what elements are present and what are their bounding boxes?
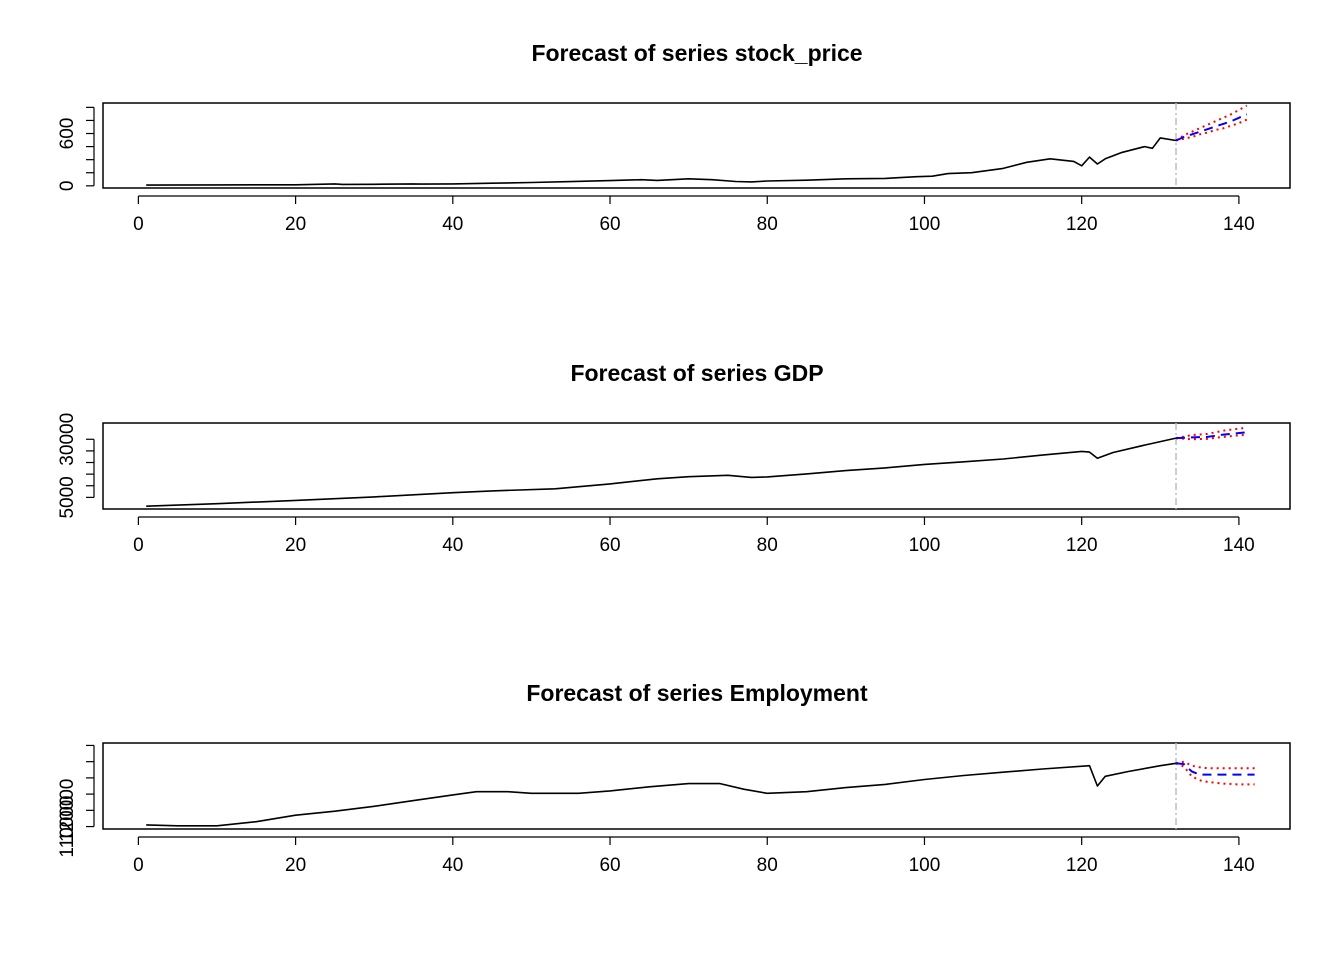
x-tick-label: 60	[599, 214, 620, 235]
chart-title: Forecast of series stock_price	[531, 40, 862, 66]
y-tick-label: 30000	[57, 413, 78, 466]
upper-interval-line	[1175, 426, 1247, 440]
chart-panel-1: Forecast of series stock_price 0 20 40 60 80 1…	[57, 40, 1291, 235]
forecast-series-line	[1175, 113, 1248, 142]
x-tick-label: 20	[285, 535, 306, 556]
history-series-line	[146, 137, 1177, 186]
x-tick-label: 20	[285, 214, 306, 235]
lower-interval-line	[1175, 118, 1248, 142]
x-tick-label: 100	[909, 535, 941, 556]
plot-frame	[102, 742, 1291, 830]
x-tick-label: 100	[909, 214, 941, 235]
forecast-series-line	[1175, 431, 1247, 440]
x-tick-label: 40	[442, 214, 463, 235]
x-tick-label: 60	[599, 535, 620, 556]
history-series-line	[146, 762, 1177, 827]
upper-interval-line	[1175, 104, 1248, 142]
chart-panel-2: Forecast of series GDP 0 20 40 60 80 100 120 140…	[57, 360, 1291, 556]
x-tick-label: 120	[1066, 855, 1098, 876]
x-tick-label: 0	[133, 535, 144, 556]
y-tick-label: 5000	[57, 476, 78, 518]
x-tick-label: 140	[1223, 855, 1255, 876]
x-tick-label: 40	[442, 535, 463, 556]
plot-frame	[102, 102, 1291, 189]
chart-title: Forecast of series GDP	[570, 360, 823, 386]
x-tick-label: 60	[599, 855, 620, 876]
x-tick-label: 40	[442, 855, 463, 876]
history-series-line	[146, 437, 1177, 507]
y-tick-label: 120000	[57, 779, 78, 842]
x-tick-label: 120	[1066, 214, 1098, 235]
y-tick-label: 600	[57, 118, 78, 150]
plot-frame	[102, 422, 1291, 510]
x-tick-label: 80	[757, 855, 778, 876]
x-tick-label: 120	[1066, 535, 1098, 556]
x-tick-label: 80	[757, 535, 778, 556]
x-tick-label: 140	[1223, 214, 1255, 235]
x-tick-label: 20	[285, 855, 306, 876]
lower-interval-line	[1175, 433, 1247, 441]
chart-panel-3: Forecast of series Employment 0 20 40 60 80 10…	[57, 680, 1291, 876]
x-tick-label: 0	[133, 855, 144, 876]
upper-interval-line	[1175, 760, 1255, 770]
x-tick-label: 80	[757, 214, 778, 235]
x-tick-label: 140	[1223, 535, 1255, 556]
y-tick-label: 0	[57, 181, 78, 192]
chart-title: Forecast of series Employment	[526, 680, 868, 706]
forecast-series-line	[1175, 762, 1255, 776]
x-tick-label: 0	[133, 214, 144, 235]
x-tick-label: 100	[909, 855, 941, 876]
lower-interval-line	[1175, 762, 1255, 786]
y-tick-label: 110000	[57, 796, 78, 858]
